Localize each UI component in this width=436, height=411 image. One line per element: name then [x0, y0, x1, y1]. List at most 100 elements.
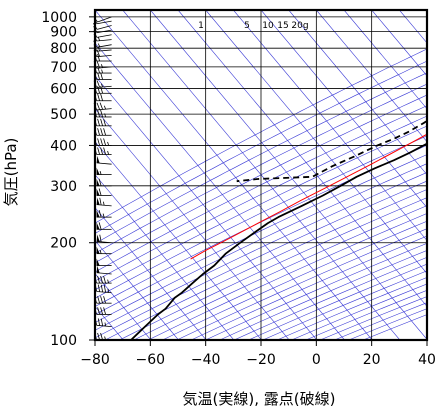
wind-barb — [93, 40, 112, 48]
barb-flag — [100, 296, 103, 304]
x-tick-label: 40 — [418, 352, 436, 368]
barb-pennant — [96, 222, 100, 230]
barb-flag — [100, 86, 103, 94]
y-tick-label: 700 — [50, 60, 77, 76]
mixing-ratio-label: 10 — [262, 21, 274, 31]
barb-staff — [96, 241, 112, 244]
barb-flag — [100, 307, 103, 315]
wind-barb — [96, 265, 112, 275]
dry-adiabat-line — [95, 60, 427, 234]
barb-staff — [96, 66, 112, 69]
barb-flag — [100, 147, 103, 155]
barb-staff — [96, 291, 112, 294]
barb-staff — [96, 20, 112, 25]
barb-staff — [97, 16, 112, 23]
wind-barb — [96, 167, 112, 175]
skewt-grid — [95, 10, 427, 340]
barb-pennant — [96, 188, 100, 196]
barb-flag — [96, 61, 101, 69]
x-tick-label: −40 — [191, 352, 221, 368]
barb-flag — [98, 188, 102, 196]
barb-staff — [96, 29, 112, 34]
barb-pennant — [96, 246, 100, 254]
dry-adiabat-line — [319, 296, 427, 340]
barb-pennant — [96, 167, 100, 175]
barb-flag — [100, 72, 103, 80]
x-tick-label: −20 — [246, 352, 276, 368]
isotherm-line — [95, 75, 318, 340]
barb-flag — [100, 275, 103, 284]
wind-barb — [96, 222, 112, 230]
barb-half-flag — [100, 83, 104, 88]
barb-half-flag — [97, 43, 101, 47]
barb-half-flag — [103, 105, 106, 110]
y-tick-label: 1000 — [41, 10, 77, 26]
barb-half-flag — [104, 322, 107, 327]
y-axis-label: 気圧(hPa) — [2, 138, 20, 207]
wind-barb — [96, 234, 112, 244]
dry-adiabat-line — [119, 197, 427, 340]
dry-adiabat-line — [248, 263, 427, 340]
barb-half-flag — [102, 213, 105, 218]
mixing-ratio-label: 15 — [277, 21, 288, 31]
barb-flag — [97, 284, 101, 292]
barb-flag — [100, 284, 104, 293]
barb-staff — [96, 49, 112, 52]
dry-adiabat-line — [95, 105, 427, 273]
barb-flag — [103, 275, 106, 284]
dry-adiabat-line — [95, 72, 427, 244]
barb-flag — [100, 118, 103, 126]
barb-half-flag — [107, 150, 109, 155]
temperature-curve — [130, 142, 427, 340]
barb-pennant — [96, 265, 100, 273]
barb-flag — [103, 307, 106, 315]
isotherm-line — [371, 10, 427, 77]
barb-flag — [98, 222, 102, 230]
x-tick-label: 20 — [363, 352, 381, 368]
barb-staff — [96, 162, 112, 165]
wind-barb — [96, 197, 112, 207]
barb-flag — [103, 285, 107, 293]
barb-half-flag — [107, 279, 109, 284]
barb-flag — [97, 109, 100, 118]
barb-flag — [98, 178, 102, 186]
wind-barb — [96, 246, 112, 255]
wind-barb — [96, 258, 112, 266]
wind-barb — [93, 80, 112, 88]
isotherm-line — [95, 207, 207, 340]
mixing-ratio-label: 1 — [198, 21, 204, 31]
barb-flag — [97, 332, 100, 341]
wind-barb — [96, 155, 112, 165]
mixing-ratio-label: 5 — [244, 21, 250, 31]
dry-adiabat-line — [95, 115, 427, 282]
dry-adiabat-line — [95, 83, 427, 254]
dry-adiabat-line — [95, 154, 427, 315]
barb-staff — [96, 54, 112, 58]
barb-flag — [96, 102, 101, 110]
dry-adiabat-line — [233, 257, 427, 340]
wind-barb — [94, 318, 112, 328]
y-tick-label: 400 — [50, 138, 77, 154]
barb-flag — [97, 138, 100, 146]
barb-pennant — [96, 210, 100, 218]
barb-flag — [103, 296, 106, 304]
axis-ticks: −80 −60 −40 −20 0 20 40 100 200 300 400 500 600 700 80… — [41, 10, 436, 368]
dry-adiabat-line — [148, 213, 427, 340]
y-tick-label: 200 — [50, 236, 77, 252]
wind-barb — [94, 128, 112, 136]
x-tick-label: 0 — [312, 352, 321, 368]
barb-flag — [99, 234, 102, 242]
x-tick-label: −60 — [136, 352, 166, 368]
dry-adiabat-line — [95, 172, 427, 331]
sounding-curves — [130, 119, 427, 340]
wind-barb — [93, 22, 112, 30]
wind-barb — [94, 93, 112, 102]
dry-adiabat-line — [105, 189, 427, 340]
wind-barb — [94, 118, 112, 127]
dry-adiabat-line — [176, 228, 427, 340]
wind-barb — [94, 275, 112, 284]
isotherm-line — [95, 240, 179, 340]
isotherm-line — [343, 10, 427, 110]
barb-flag — [97, 275, 100, 284]
isotherm-line — [205, 10, 427, 274]
